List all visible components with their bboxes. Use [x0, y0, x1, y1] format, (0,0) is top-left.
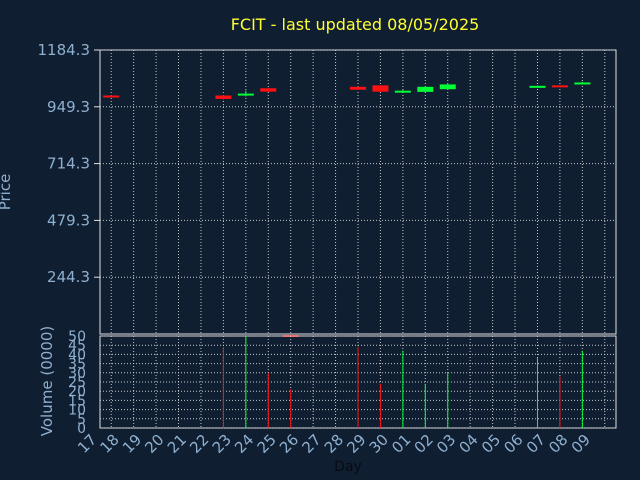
- volume-tick-label: 20: [68, 384, 86, 400]
- candle-body: [417, 86, 434, 92]
- x-axis: 1718192021222324252627282930010203040506…: [74, 431, 594, 457]
- x-axis-title: Day: [334, 459, 362, 475]
- volume-tick-label: 35: [68, 357, 86, 373]
- candle-body: [350, 86, 366, 90]
- candle-body: [215, 95, 232, 99]
- candle-body: [394, 90, 411, 93]
- candle-body: [439, 84, 456, 90]
- candle-body: [529, 85, 546, 88]
- price-tick-label: 479.3: [47, 211, 90, 229]
- volume-tick-label: 10: [68, 403, 86, 419]
- price-tick-label: 714.3: [47, 155, 90, 173]
- volume-tick-label: 15: [68, 393, 86, 409]
- candle-body: [372, 85, 389, 92]
- volume-tick-label: 30: [68, 366, 86, 382]
- volume-axis-title: Volume (0000): [38, 326, 56, 436]
- volume-tick-label: 40: [68, 347, 86, 363]
- candle-body: [574, 82, 591, 85]
- price-tick-label: 244.3: [47, 268, 90, 286]
- price-panel: 1184.3 949.3 714.3 479.3 244.3: [38, 41, 617, 338]
- x-tick-label: 09: [568, 431, 594, 457]
- volume-tick-label: 50: [68, 329, 86, 345]
- candle-body: [103, 95, 120, 98]
- volume-tick-label: 45: [68, 338, 86, 354]
- price-tick-label: 949.3: [47, 98, 90, 116]
- candle-body: [551, 85, 568, 88]
- candle-body: [260, 88, 277, 92]
- volume-tick-label: 5: [77, 412, 86, 428]
- chart-title: FCIT - last updated 08/05/2025: [231, 15, 480, 34]
- price-axis-title: Price: [0, 174, 14, 211]
- volume-tick-label: 25: [68, 375, 86, 391]
- volume-tick-label: 0: [77, 421, 86, 437]
- candle-body: [237, 93, 254, 96]
- price-tick-label: 1184.3: [38, 41, 91, 59]
